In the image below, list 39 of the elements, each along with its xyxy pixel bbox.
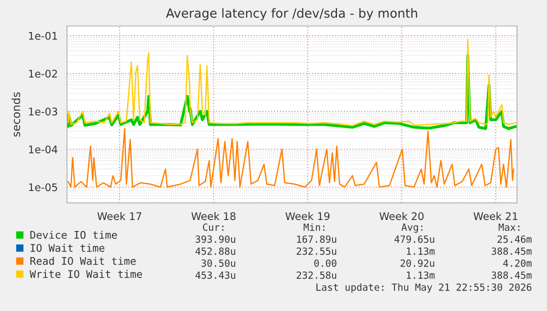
text: 453.43u: [196, 271, 236, 279]
text: 4.20m: [503, 259, 532, 267]
text: 232.58u: [296, 271, 336, 279]
chart-title: Average latency for /dev/sda - by month: [166, 8, 418, 20]
y-tick-label: 1e-03: [29, 108, 58, 116]
text: Cur:: [202, 223, 224, 231]
legend-label: IO Wait time: [30, 244, 104, 252]
x-tick-label: Week 18: [191, 212, 236, 220]
text: Max:: [498, 224, 520, 231]
text: 452.88u: [196, 247, 236, 255]
text: 30.50u: [202, 259, 236, 267]
text: 1.13m: [406, 247, 435, 255]
legend-label: Write IO Wait time: [30, 270, 142, 278]
text: 20.92u: [400, 259, 434, 267]
text: 0.00: [314, 259, 336, 267]
x-tick-label: Week 20: [379, 212, 424, 220]
y-axis-title: seconds: [12, 92, 20, 137]
line-series: [67, 38, 517, 126]
legend-label: Read IO Wait time: [30, 256, 136, 265]
line-series: [67, 128, 514, 188]
text: Avg:: [401, 224, 422, 233]
text: 479.65u: [394, 235, 434, 243]
text: 232.55u: [296, 247, 336, 255]
text: 388.45m: [492, 247, 532, 255]
text: 393.90u: [196, 235, 236, 243]
legend-label: Device IO time: [30, 230, 117, 239]
text: 25.46m: [498, 235, 532, 243]
x-tick-label: Week 17: [97, 212, 142, 220]
text: 167.89u: [297, 235, 336, 243]
y-tick-label: 1e-05: [29, 183, 58, 192]
x-tick-label: Week 19: [285, 212, 330, 220]
text: Last update: Thu May 21 22:55:30 2026: [316, 283, 532, 293]
text: 388.45m: [492, 271, 532, 279]
text: 1.13m: [406, 271, 435, 279]
y-tick-label: 1e-04: [29, 145, 58, 154]
y-tick-label: 1e-01: [29, 32, 58, 40]
x-tick-label: Week 21: [474, 212, 518, 220]
text: Min:: [304, 223, 324, 231]
y-tick-label: 1e-02: [29, 70, 57, 78]
